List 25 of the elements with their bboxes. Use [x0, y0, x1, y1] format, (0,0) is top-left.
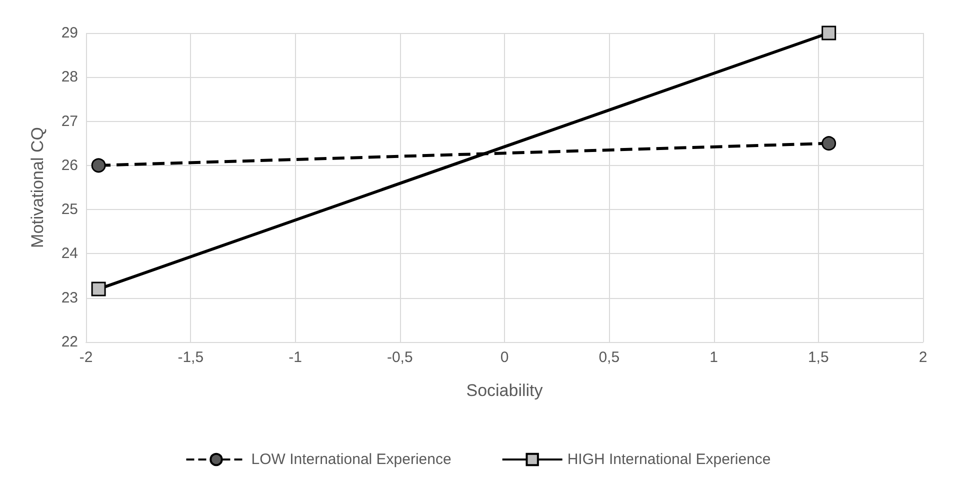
x-tick-label: 2 [918, 349, 928, 366]
y-tick-label: 28 [61, 68, 78, 86]
x-tick-label: 0,5 [598, 349, 620, 366]
y-tick-label: 25 [61, 201, 78, 218]
point [91, 158, 106, 173]
y-axis-title: Motivational CQ [28, 127, 47, 248]
y-tick-label: 27 [61, 112, 78, 130]
x-tick-label: 1,5 [808, 349, 829, 366]
x-tick-label: 0 [500, 349, 509, 366]
point [822, 26, 836, 40]
y-tick-label: 24 [61, 245, 78, 262]
y-tick-label: 22 [61, 334, 78, 350]
x-axis-title: Sociability [466, 381, 544, 400]
point [91, 282, 106, 296]
x-tick-label: -2 [79, 349, 93, 366]
point [822, 136, 836, 151]
y-tick-label: 26 [61, 156, 78, 174]
legend-label: HIGH International Experience [567, 451, 771, 468]
legend-label: LOW International Experience [251, 451, 452, 468]
x-tick-label: -1 [288, 349, 302, 366]
x-tick-label: -1,5 [178, 349, 204, 366]
y-tick-label: 29 [61, 24, 78, 42]
x-tick-label: 1 [710, 349, 718, 366]
y-tick-label: 23 [61, 289, 78, 306]
x-tick-label: -0,5 [386, 349, 413, 366]
